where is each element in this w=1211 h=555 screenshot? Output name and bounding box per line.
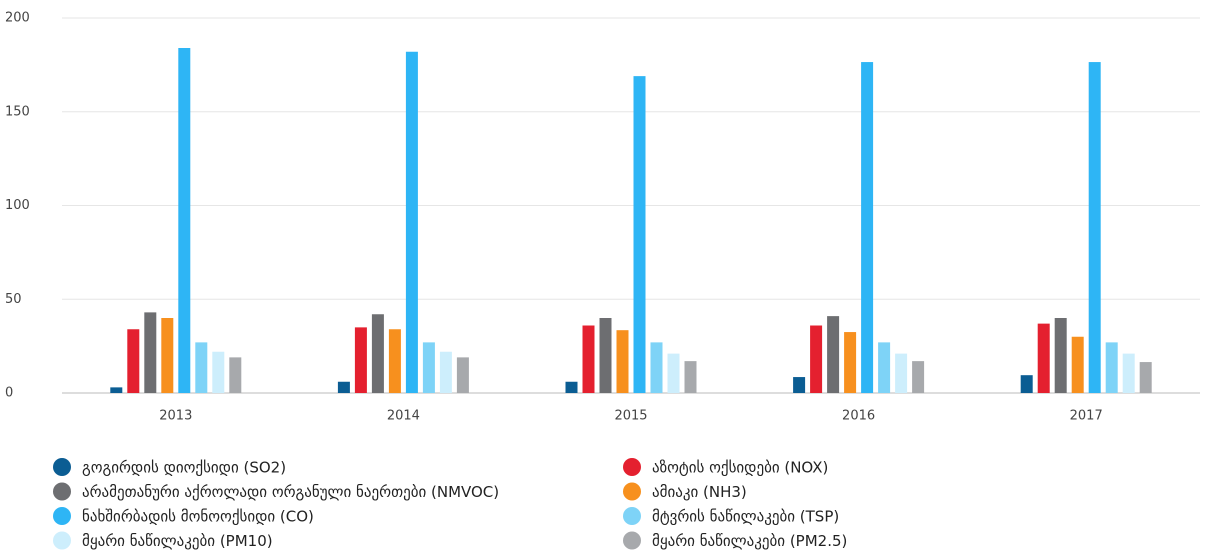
y-tick-label: 200 [5, 11, 30, 26]
bar [582, 325, 595, 393]
bar [912, 361, 925, 393]
bar [195, 342, 208, 393]
y-tick-label: 0 [5, 386, 13, 401]
bar [405, 51, 418, 393]
y-tick-label: 150 [5, 104, 30, 119]
bar [388, 329, 401, 393]
legend-marker [53, 458, 71, 476]
bar [861, 62, 874, 393]
bar [633, 76, 646, 393]
bar [439, 351, 452, 393]
bar [229, 357, 242, 393]
bar [161, 318, 174, 393]
legend-marker [623, 507, 641, 525]
x-tick-label: 2015 [614, 409, 647, 424]
bar [456, 357, 469, 393]
bar [1088, 62, 1101, 393]
x-tick-label: 2014 [387, 409, 420, 424]
bar [827, 316, 840, 393]
bar [178, 48, 191, 393]
bar [1122, 353, 1135, 393]
bar [1054, 318, 1067, 393]
bar [895, 353, 908, 393]
legend-marker [623, 458, 641, 476]
x-tick-label: 2017 [1070, 409, 1103, 424]
legend-label: მყარი ნაწილაკები (PM2.5) [652, 532, 847, 550]
bar [144, 312, 157, 393]
y-tick-label: 100 [5, 198, 30, 213]
bar [1020, 375, 1033, 393]
bar [337, 381, 350, 393]
bar [565, 381, 578, 393]
legend-marker [53, 482, 71, 501]
legend-label: აზოტის ოქსიდები (NOX) [652, 459, 828, 477]
bar [1071, 336, 1084, 393]
bar [127, 329, 140, 393]
bar [844, 332, 857, 393]
bar [810, 325, 823, 393]
y-tick-label: 50 [5, 292, 22, 307]
legend-label: ამიაკი (NH3) [652, 483, 747, 501]
bar [616, 330, 629, 393]
legend-marker [623, 531, 641, 550]
legend-marker [623, 482, 641, 501]
legend-label: გოგირდის დიოქსიდი (SO2) [82, 459, 286, 477]
bar [354, 327, 367, 393]
legend-marker [53, 507, 71, 525]
bar [1037, 323, 1050, 393]
bar [599, 318, 612, 393]
bar [878, 342, 891, 393]
bar [1105, 342, 1118, 393]
bar [793, 377, 806, 393]
bar [684, 361, 697, 393]
bar [110, 387, 123, 393]
legend-label: მყარი ნაწილაკები (PM10) [82, 532, 273, 550]
legend-label: მტვრის ნაწილაკები (TSP) [652, 508, 839, 526]
bar [371, 314, 384, 393]
bar [650, 342, 663, 393]
x-tick-label: 2016 [842, 409, 875, 424]
bar [667, 353, 680, 393]
bar [422, 342, 435, 393]
legend-marker [53, 531, 71, 550]
x-tick-label: 2013 [159, 409, 192, 424]
bar [1139, 362, 1152, 393]
bar [212, 351, 225, 393]
legend-label: არამეთანური აქროლადი ორგანული ნაერთები (… [82, 483, 499, 501]
legend-label: ნახშირბადის მონოოქსიდი (CO) [82, 508, 314, 526]
